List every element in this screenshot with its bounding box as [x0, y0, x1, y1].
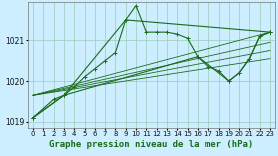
- X-axis label: Graphe pression niveau de la mer (hPa): Graphe pression niveau de la mer (hPa): [49, 140, 254, 149]
